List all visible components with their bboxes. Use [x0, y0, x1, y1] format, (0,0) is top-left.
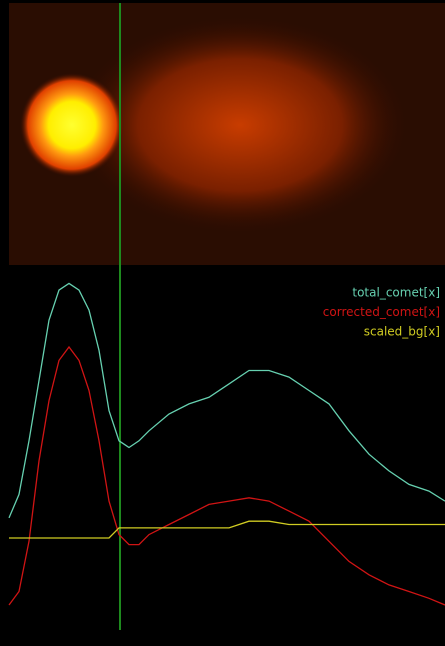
nucleus: [20, 73, 124, 177]
legend-entry: total_comet[x]: [352, 286, 440, 300]
series-line: [8, 345, 445, 606]
coma: [70, 15, 410, 235]
legend-entry: corrected_comet[x]: [323, 305, 440, 319]
plot: total_comet[x] corrected_comet[x] scaled_b…: [8, 282, 445, 606]
series-line: [9, 520, 445, 539]
series-line: [8, 282, 445, 519]
legend-entry: scaled_bg[x]: [364, 325, 440, 339]
